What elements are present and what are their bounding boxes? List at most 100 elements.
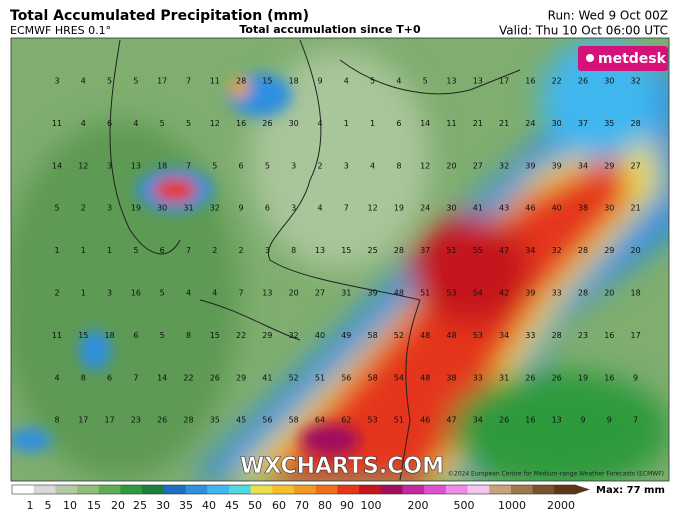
grid-value: 13 xyxy=(131,161,141,170)
colorbar-segment xyxy=(359,485,382,494)
grid-value: 17 xyxy=(105,416,115,425)
grid-value: 7 xyxy=(344,204,349,213)
grid-value: 7 xyxy=(186,77,191,86)
grid-value: 19 xyxy=(578,373,588,382)
grid-value: 40 xyxy=(552,204,562,213)
colorbar-label: 60 xyxy=(272,499,286,512)
grid-value: 6 xyxy=(160,246,165,255)
grid-value: 8 xyxy=(186,331,191,340)
grid-value: 35 xyxy=(210,416,220,425)
grid-value: 43 xyxy=(499,204,509,213)
colorbar-segment xyxy=(250,485,273,494)
colorbar-arrow xyxy=(576,485,590,494)
grid-value: 8 xyxy=(396,161,401,170)
grid-value: 11 xyxy=(52,119,62,128)
grid-value: 40 xyxy=(315,331,325,340)
grid-value: 4 xyxy=(344,77,349,86)
grid-value: 53 xyxy=(368,416,378,425)
grid-value: 4 xyxy=(54,373,59,382)
colorbar-segment xyxy=(55,485,78,494)
grid-value: 55 xyxy=(473,246,483,255)
grid-value: 34 xyxy=(525,246,535,255)
grid-value: 20 xyxy=(631,246,641,255)
grid-value: 11 xyxy=(52,331,62,340)
grid-value: 2 xyxy=(81,204,86,213)
grid-value: 16 xyxy=(604,373,614,382)
grid-value: 31 xyxy=(499,373,509,382)
colorbar-label: 40 xyxy=(202,499,216,512)
colorbar-label: 25 xyxy=(133,499,147,512)
grid-value: 26 xyxy=(210,373,220,382)
grid-value: 9 xyxy=(607,416,612,425)
grid-value: 51 xyxy=(315,373,325,382)
grid-value: 27 xyxy=(473,161,483,170)
grid-value: 52 xyxy=(289,373,299,382)
grid-value: 4 xyxy=(133,119,138,128)
colorbar-label: 200 xyxy=(408,499,429,512)
grid-value: 5 xyxy=(423,77,428,86)
grid-value: 6 xyxy=(133,331,138,340)
colorbar-segment xyxy=(207,485,230,494)
grid-value: 5 xyxy=(133,77,138,86)
grid-value: 5 xyxy=(133,246,138,255)
grid-value: 20 xyxy=(446,161,456,170)
grid-value: 17 xyxy=(631,331,641,340)
grid-value: 31 xyxy=(183,204,193,213)
colorbar-frame xyxy=(11,484,577,495)
grid-value: 6 xyxy=(396,119,401,128)
grid-value: 39 xyxy=(368,289,378,298)
grid-value: 34 xyxy=(473,416,483,425)
map-frame xyxy=(10,37,670,482)
colorbar-segment xyxy=(185,485,208,494)
grid-value: 18 xyxy=(105,331,115,340)
grid-value: 11 xyxy=(210,77,220,86)
grid-value: 8 xyxy=(81,373,86,382)
grid-value: 3 xyxy=(107,161,112,170)
grid-value: 3 xyxy=(107,289,112,298)
grid-value: 47 xyxy=(499,246,509,255)
grid-value: 12 xyxy=(368,204,378,213)
grid-value: 62 xyxy=(341,416,351,425)
run-label: Run: Wed 9 Oct 00Z xyxy=(548,9,668,23)
grid-value: 34 xyxy=(578,161,588,170)
grid-value: 21 xyxy=(499,119,509,128)
grid-value: 7 xyxy=(633,416,638,425)
colorbar-label: 15 xyxy=(87,499,101,512)
grid-value: 26 xyxy=(157,416,167,425)
colorbar-label: 10 xyxy=(63,499,77,512)
grid-value: 15 xyxy=(262,77,272,86)
colorbar-segment xyxy=(554,485,577,494)
grid-value: 56 xyxy=(262,416,272,425)
grid-value: 28 xyxy=(631,119,641,128)
grid-value: 4 xyxy=(81,77,86,86)
grid-value: 48 xyxy=(394,289,404,298)
watermark: WXCHARTS.COM xyxy=(240,454,444,479)
grid-value: 2 xyxy=(317,161,322,170)
grid-value: 53 xyxy=(473,331,483,340)
grid-value: 15 xyxy=(210,331,220,340)
grid-value: 1 xyxy=(54,246,59,255)
grid-value: 9 xyxy=(633,373,638,382)
grid-value: 9 xyxy=(580,416,585,425)
grid-value: 1 xyxy=(344,119,349,128)
max-label: Max: 77 mm xyxy=(596,485,665,496)
colorbar-label: 500 xyxy=(454,499,475,512)
grid-value: 46 xyxy=(525,204,535,213)
grid-value: 24 xyxy=(525,119,535,128)
grid-value: 5 xyxy=(54,204,59,213)
grid-value: 22 xyxy=(183,373,193,382)
grid-value: 51 xyxy=(394,416,404,425)
colorbar-segment xyxy=(445,485,469,494)
grid-value: 3 xyxy=(291,204,296,213)
logo: metdesk xyxy=(598,51,667,67)
grid-value: 32 xyxy=(210,204,220,213)
grid-value: 32 xyxy=(499,161,509,170)
grid-value: 17 xyxy=(78,416,88,425)
grid-value: 5 xyxy=(370,77,375,86)
colorbar-segment xyxy=(163,485,187,494)
grid-value: 39 xyxy=(525,289,535,298)
grid-value: 49 xyxy=(341,331,351,340)
grid-value: 12 xyxy=(78,161,88,170)
grid-value: 32 xyxy=(289,331,299,340)
grid-value: 2 xyxy=(212,246,217,255)
